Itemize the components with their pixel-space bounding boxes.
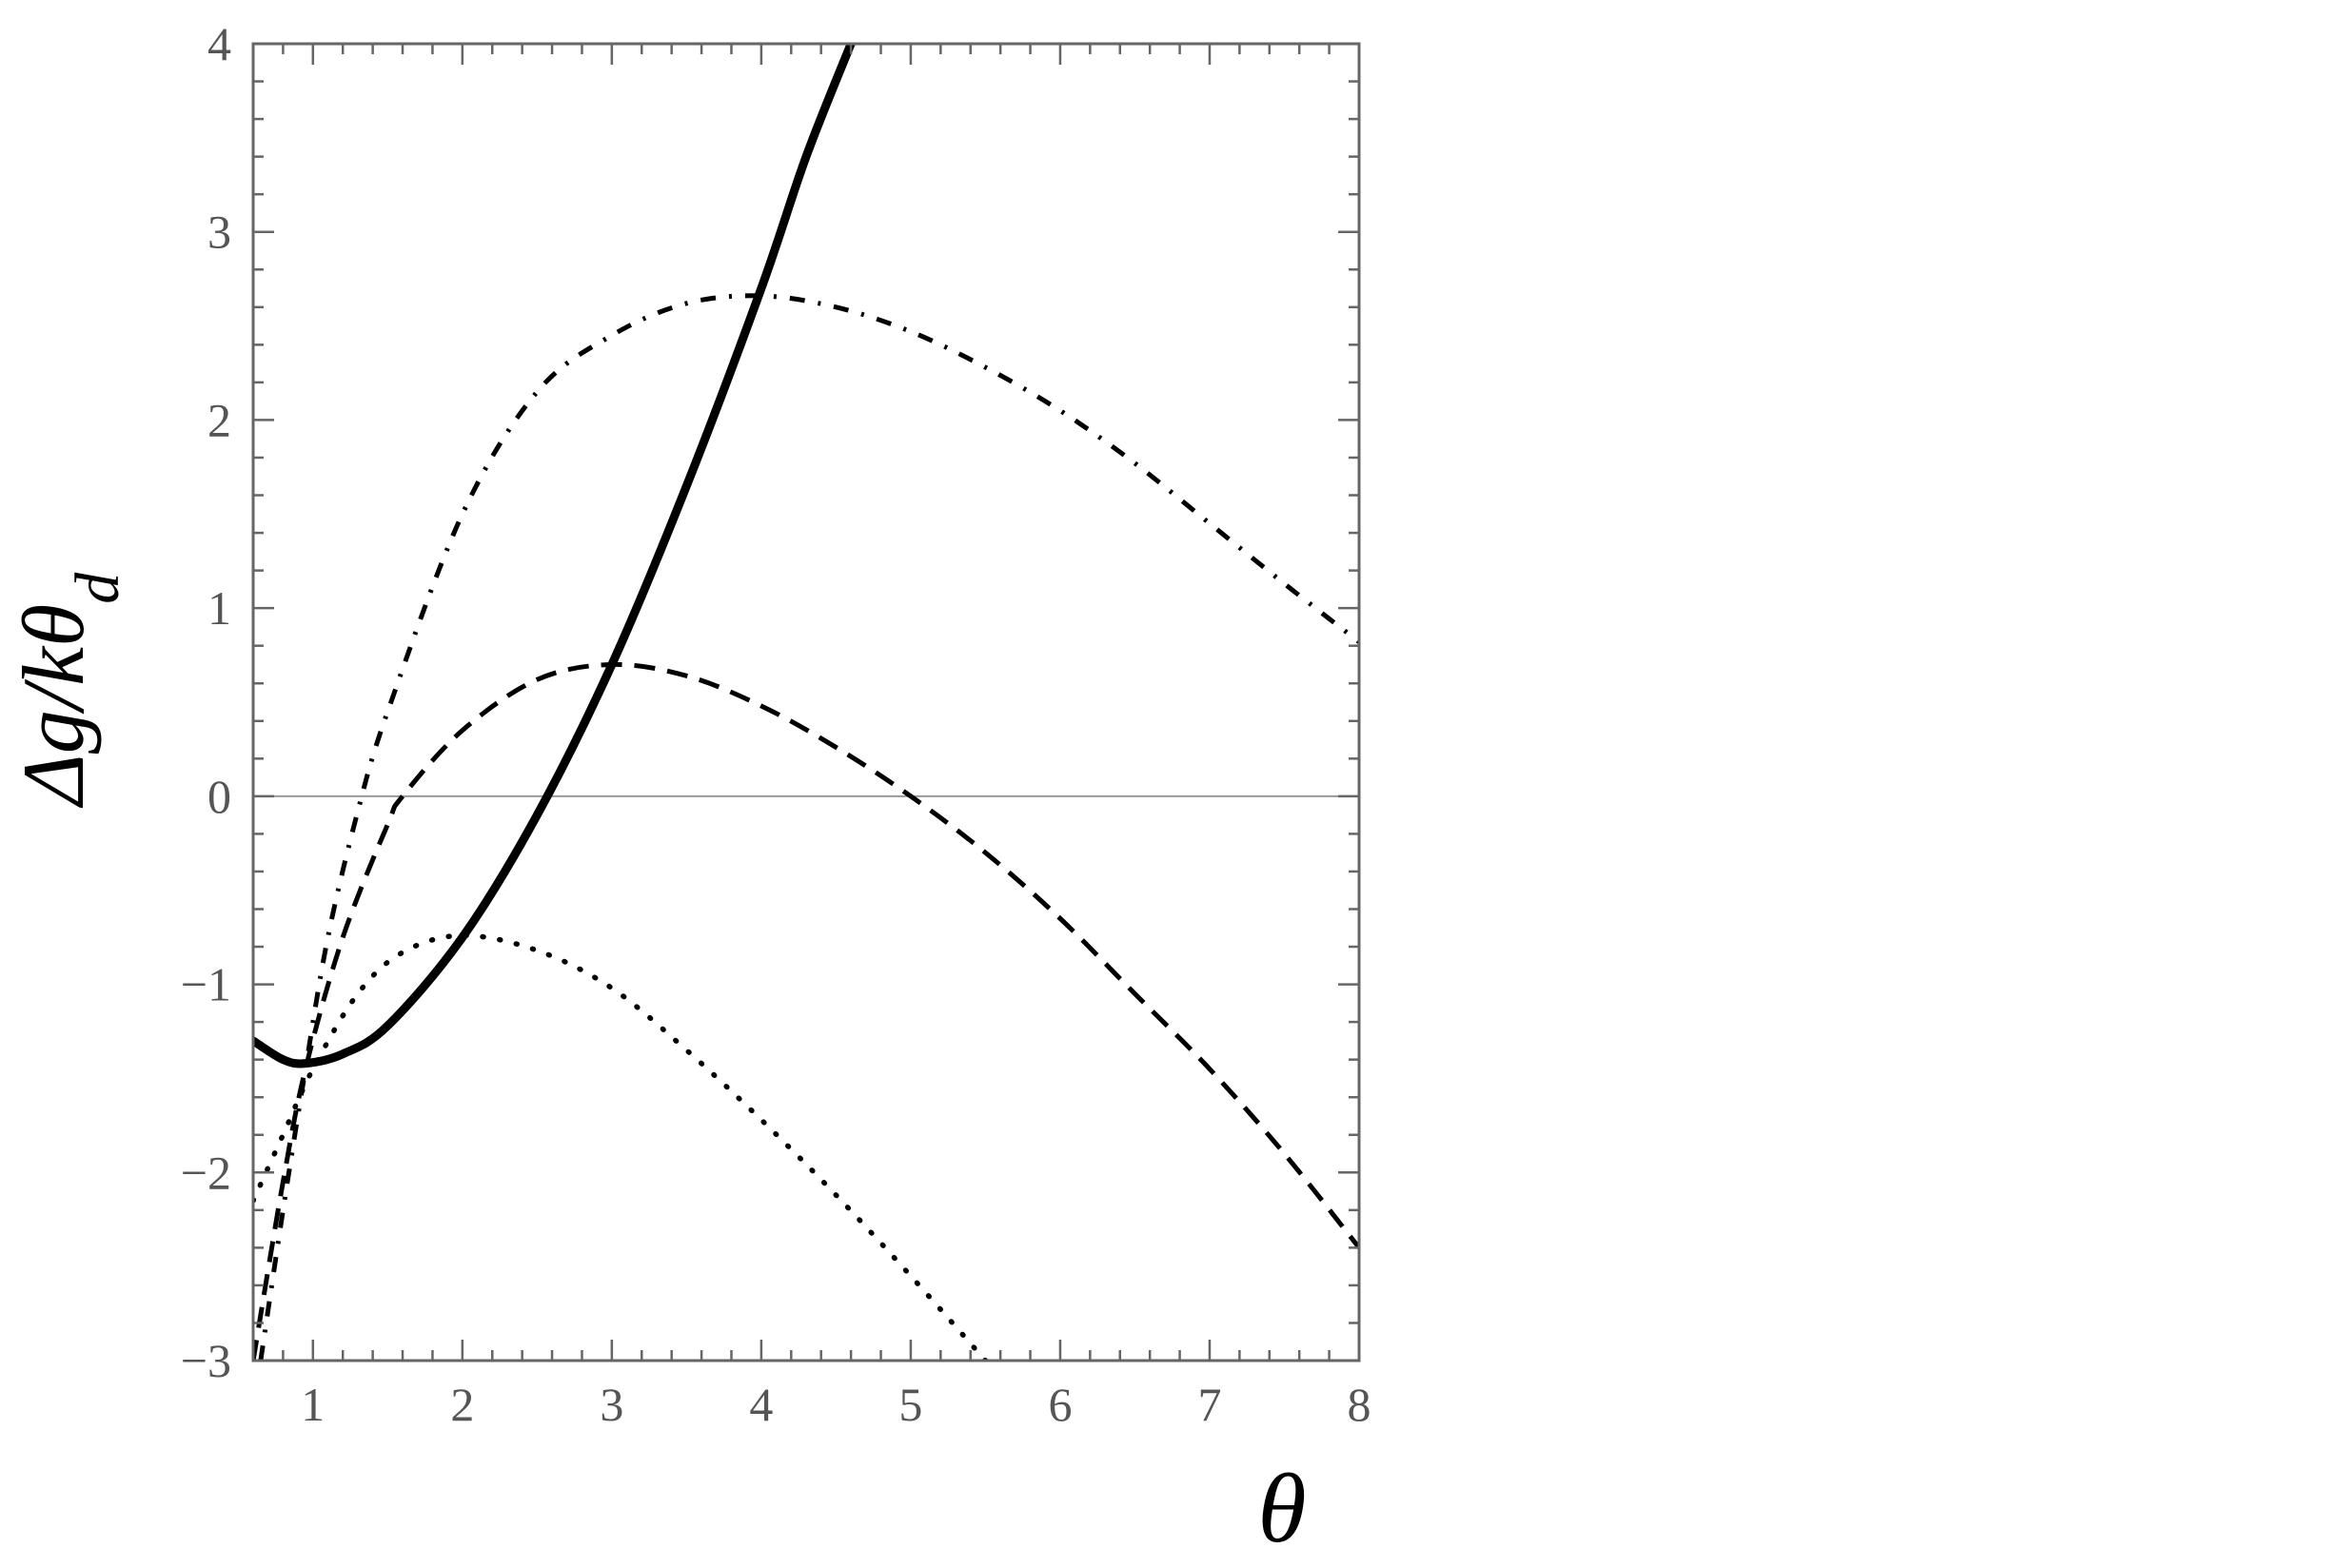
y-tick-label: −1 — [181, 958, 231, 1011]
series-2-dashdot-line — [258, 293, 1359, 1361]
y-axis-title-main: Δg/kθ — [5, 604, 102, 810]
x-tick-label: 2 — [450, 1378, 474, 1431]
x-tick-label: 3 — [600, 1378, 623, 1431]
x-axis-title: θ — [1257, 1454, 1306, 1563]
series-3-dashed-line — [253, 661, 1359, 1361]
tick-marks — [251, 42, 1361, 1362]
series-1-solid-line — [253, 44, 856, 1068]
y-tick-label: 3 — [207, 206, 231, 259]
y-tick-label: −3 — [181, 1334, 231, 1387]
series-layer — [253, 44, 1359, 1361]
y-tick-label: 2 — [207, 393, 231, 446]
plot-frame-border — [251, 42, 1361, 1362]
y-tick-label: 1 — [207, 581, 231, 635]
y-axis-title: Δg/kθd — [5, 572, 132, 810]
y-tick-label: −2 — [181, 1146, 231, 1199]
tick-labels: 1 2 3 4 5 6 7 8 −3 −2 −1 0 1 2 3 4 — [181, 17, 1371, 1431]
x-tick-label: 8 — [1348, 1378, 1371, 1431]
x-tick-label: 1 — [301, 1378, 325, 1431]
x-tick-label: 6 — [1048, 1378, 1072, 1431]
plot-frame — [251, 42, 1361, 1362]
x-tick-label: 5 — [898, 1378, 922, 1431]
y-tick-label: 4 — [207, 17, 231, 70]
y-tick-label: 0 — [207, 770, 231, 823]
x-tick-label: 7 — [1197, 1378, 1221, 1431]
series-4-dotted-line — [253, 932, 989, 1361]
y-axis-title-subscript: d — [63, 572, 132, 604]
x-tick-label: 4 — [749, 1378, 773, 1431]
